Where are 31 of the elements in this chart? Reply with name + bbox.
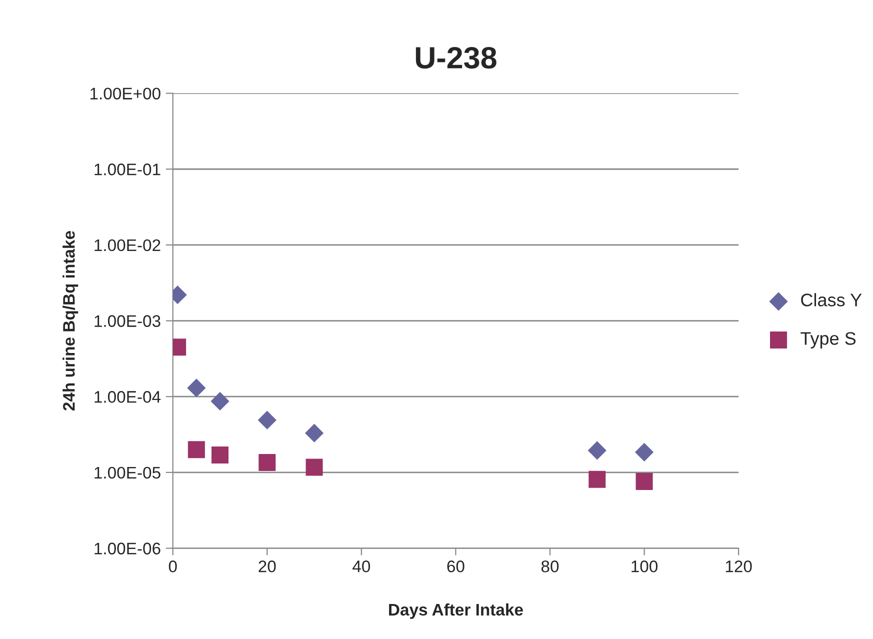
point xyxy=(258,454,276,472)
point xyxy=(304,424,324,442)
y-tick-label: 1.00E-05 xyxy=(94,466,160,479)
y-tick-label: 1.00E-02 xyxy=(94,239,160,252)
point xyxy=(258,410,276,430)
x-tick-label: 60 xyxy=(447,560,464,572)
x-tick-label: 100 xyxy=(632,560,658,572)
legend-label: Type S xyxy=(800,332,856,348)
point xyxy=(210,392,230,411)
y-axis-title: 24h urine Bq/Bq intake xyxy=(62,231,78,410)
point xyxy=(588,441,606,460)
y-tick-label: 1.00E-06 xyxy=(94,542,160,554)
x-axis-title: Days After Intake xyxy=(389,603,523,619)
point xyxy=(634,442,654,462)
x-tick-label: 20 xyxy=(258,560,276,572)
y-tick-label: 1.00E-04 xyxy=(94,391,161,403)
y-tick-label: 1.00E-01 xyxy=(94,164,160,176)
point xyxy=(588,470,606,488)
point xyxy=(187,378,206,398)
legend-label: Class Y xyxy=(801,293,862,306)
point xyxy=(188,441,205,458)
y-tick-label: 1.00E+00 xyxy=(90,88,160,100)
point xyxy=(306,458,323,476)
x-tick-label: 0 xyxy=(168,560,177,572)
point xyxy=(211,446,228,464)
x-tick-label: 80 xyxy=(541,560,559,572)
point xyxy=(636,472,653,490)
y-tick-label: 1.00E-03 xyxy=(94,315,160,327)
chart-title: U-238 xyxy=(416,46,496,69)
x-tick-label: 120 xyxy=(726,560,752,572)
x-tick-label: 40 xyxy=(352,560,370,572)
